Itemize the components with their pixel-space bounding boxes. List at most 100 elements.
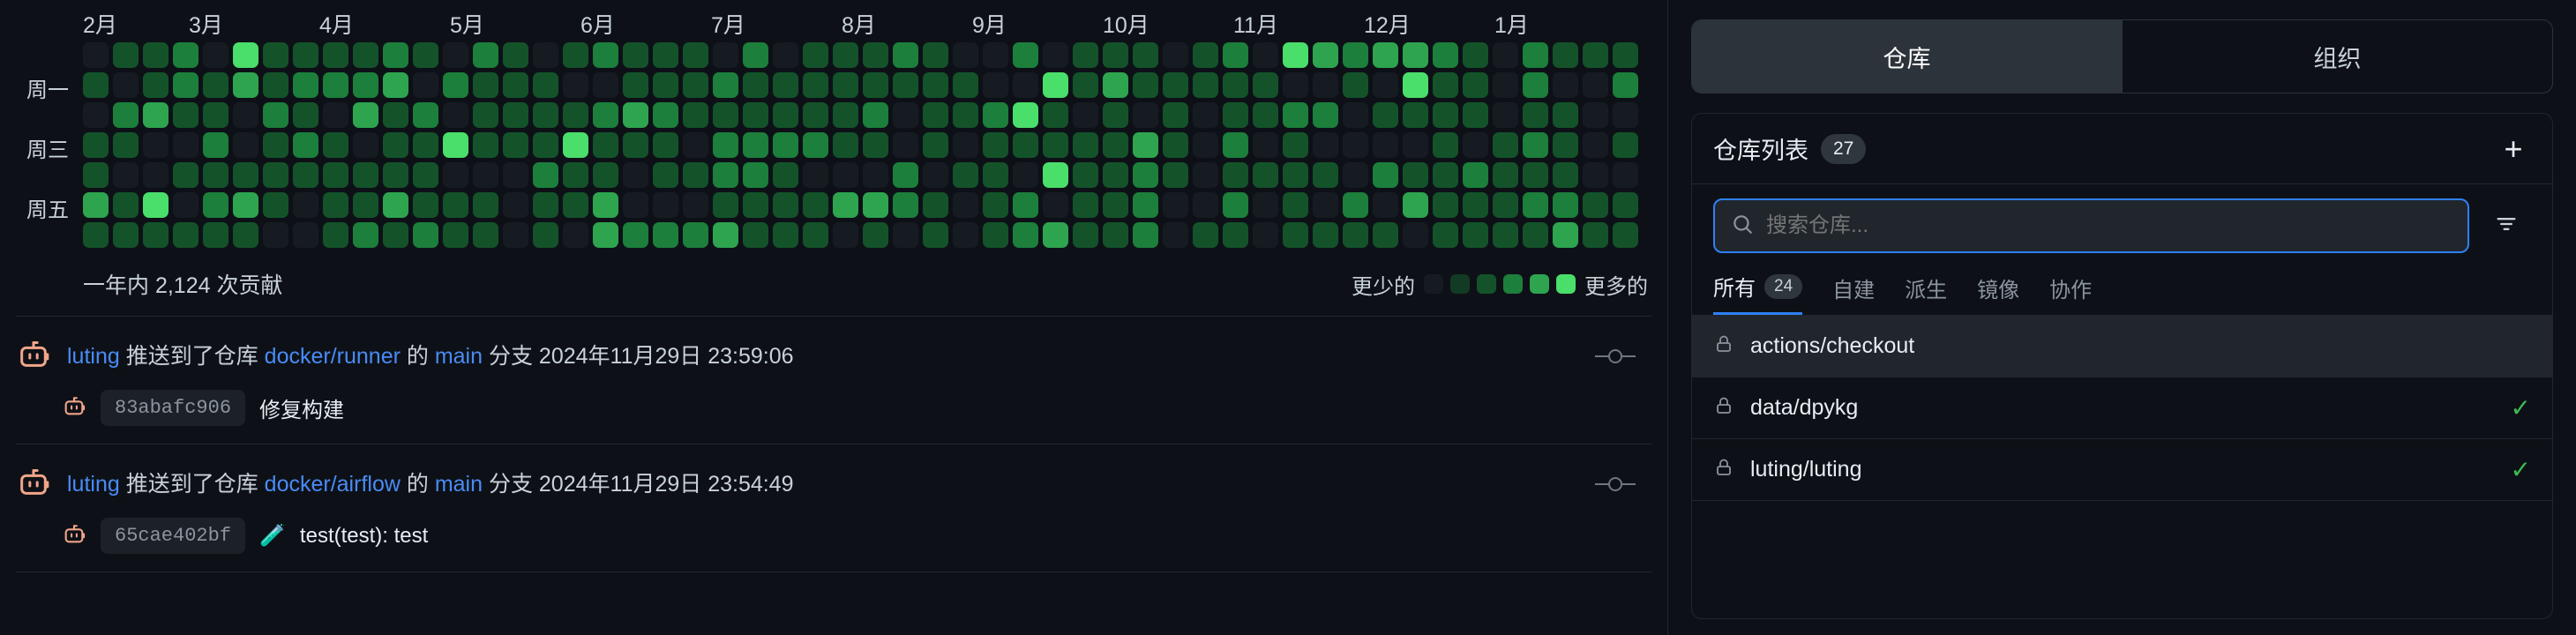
heatmap-day-cell[interactable] — [1013, 72, 1038, 98]
repo-filter-tab[interactable]: 派生 — [1905, 273, 1947, 314]
heatmap-day-cell[interactable] — [143, 42, 168, 68]
heatmap-day-cell[interactable] — [1523, 222, 1548, 248]
heatmap-day-cell[interactable] — [1163, 132, 1188, 158]
heatmap-day-cell[interactable] — [1043, 102, 1068, 128]
heatmap-day-cell[interactable] — [1073, 102, 1098, 128]
heatmap-day-cell[interactable] — [1223, 42, 1248, 68]
heatmap-day-cell[interactable] — [1553, 222, 1578, 248]
heatmap-day-cell[interactable] — [1523, 132, 1548, 158]
heatmap-day-cell[interactable] — [1253, 192, 1278, 218]
heatmap-day-cell[interactable] — [1373, 192, 1398, 218]
heatmap-day-cell[interactable] — [233, 42, 258, 68]
heatmap-day-cell[interactable] — [1343, 162, 1368, 188]
activity-branch-link[interactable]: main — [434, 471, 483, 497]
heatmap-day-cell[interactable] — [1553, 102, 1578, 128]
heatmap-day-cell[interactable] — [323, 102, 348, 128]
heatmap-day-cell[interactable] — [713, 42, 738, 68]
heatmap-day-cell[interactable] — [1103, 102, 1128, 128]
heatmap-day-cell[interactable] — [1613, 222, 1638, 248]
heatmap-day-cell[interactable] — [1103, 132, 1128, 158]
heatmap-day-cell[interactable] — [1463, 192, 1488, 218]
heatmap-day-cell[interactable] — [1283, 162, 1308, 188]
heatmap-day-cell[interactable] — [773, 132, 798, 158]
heatmap-day-cell[interactable] — [1073, 192, 1098, 218]
heatmap-day-cell[interactable] — [1103, 162, 1128, 188]
heatmap-day-cell[interactable] — [1463, 222, 1488, 248]
activity-actor-link[interactable]: luting — [67, 471, 120, 497]
heatmap-day-cell[interactable] — [1283, 132, 1308, 158]
heatmap-day-cell[interactable] — [563, 72, 588, 98]
heatmap-day-cell[interactable] — [863, 222, 888, 248]
heatmap-day-cell[interactable] — [623, 102, 648, 128]
heatmap-day-cell[interactable] — [1493, 132, 1518, 158]
heatmap-day-cell[interactable] — [1193, 222, 1218, 248]
heatmap-day-cell[interactable] — [1493, 42, 1518, 68]
heatmap-day-cell[interactable] — [353, 42, 378, 68]
heatmap-day-cell[interactable] — [1583, 192, 1608, 218]
heatmap-day-cell[interactable] — [1493, 162, 1518, 188]
heatmap-day-cell[interactable] — [323, 192, 348, 218]
heatmap-day-cell[interactable] — [323, 42, 348, 68]
repo-filter-tab[interactable]: 协作 — [2049, 273, 2092, 314]
heatmap-day-cell[interactable] — [1343, 72, 1368, 98]
heatmap-day-cell[interactable] — [473, 192, 498, 218]
heatmap-day-cell[interactable] — [263, 192, 288, 218]
tab-organizations[interactable]: 组织 — [2123, 20, 2552, 93]
heatmap-day-cell[interactable] — [743, 42, 768, 68]
heatmap-day-cell[interactable] — [1463, 42, 1488, 68]
heatmap-day-cell[interactable] — [593, 192, 618, 218]
heatmap-day-cell[interactable] — [923, 102, 948, 128]
heatmap-day-cell[interactable] — [1133, 102, 1158, 128]
heatmap-day-cell[interactable] — [953, 162, 978, 188]
heatmap-day-cell[interactable] — [533, 162, 558, 188]
heatmap-day-cell[interactable] — [833, 132, 858, 158]
heatmap-day-cell[interactable] — [623, 42, 648, 68]
heatmap-day-cell[interactable] — [623, 192, 648, 218]
heatmap-day-cell[interactable] — [743, 222, 768, 248]
heatmap-day-cell[interactable] — [1103, 72, 1128, 98]
heatmap-day-cell[interactable] — [1613, 72, 1638, 98]
heatmap-day-cell[interactable] — [1553, 42, 1578, 68]
heatmap-day-cell[interactable] — [1343, 42, 1368, 68]
heatmap-day-cell[interactable] — [1193, 162, 1218, 188]
heatmap-day-cell[interactable] — [1583, 102, 1608, 128]
heatmap-day-cell[interactable] — [773, 72, 798, 98]
heatmap-day-cell[interactable] — [593, 72, 618, 98]
heatmap-day-cell[interactable] — [683, 102, 708, 128]
heatmap-day-cell[interactable] — [1433, 72, 1458, 98]
repo-filter-tab[interactable]: 所有 24 — [1713, 271, 1803, 315]
heatmap-day-cell[interactable] — [1103, 222, 1128, 248]
heatmap-day-cell[interactable] — [173, 72, 198, 98]
heatmap-day-cell[interactable] — [1043, 72, 1068, 98]
heatmap-day-cell[interactable] — [293, 42, 318, 68]
heatmap-day-cell[interactable] — [443, 192, 468, 218]
heatmap-day-cell[interactable] — [293, 72, 318, 98]
heatmap-day-cell[interactable] — [533, 42, 558, 68]
commit-sha[interactable]: 83abafc906 — [101, 390, 246, 426]
heatmap-day-cell[interactable] — [863, 192, 888, 218]
search-box[interactable] — [1713, 198, 2469, 253]
repo-filter-tab[interactable]: 自建 — [1832, 273, 1875, 314]
heatmap-day-cell[interactable] — [803, 192, 828, 218]
heatmap-day-cell[interactable] — [833, 42, 858, 68]
heatmap-day-cell[interactable] — [1253, 222, 1278, 248]
heatmap-day-cell[interactable] — [863, 162, 888, 188]
heatmap-day-cell[interactable] — [1523, 162, 1548, 188]
heatmap-day-cell[interactable] — [1343, 192, 1368, 218]
heatmap-day-cell[interactable] — [593, 42, 618, 68]
heatmap-day-cell[interactable] — [1013, 42, 1038, 68]
heatmap-day-cell[interactable] — [203, 42, 228, 68]
heatmap-day-cell[interactable] — [863, 132, 888, 158]
heatmap-day-cell[interactable] — [1553, 192, 1578, 218]
heatmap-day-cell[interactable] — [1493, 72, 1518, 98]
heatmap-day-cell[interactable] — [1433, 102, 1458, 128]
activity-repo-link[interactable]: docker/runner — [264, 343, 401, 369]
heatmap-day-cell[interactable] — [1073, 222, 1098, 248]
heatmap-day-cell[interactable] — [1583, 162, 1608, 188]
heatmap-day-cell[interactable] — [683, 162, 708, 188]
heatmap-day-cell[interactable] — [263, 102, 288, 128]
heatmap-day-cell[interactable] — [563, 192, 588, 218]
heatmap-day-cell[interactable] — [473, 102, 498, 128]
heatmap-day-cell[interactable] — [323, 162, 348, 188]
heatmap-day-cell[interactable] — [1223, 192, 1248, 218]
